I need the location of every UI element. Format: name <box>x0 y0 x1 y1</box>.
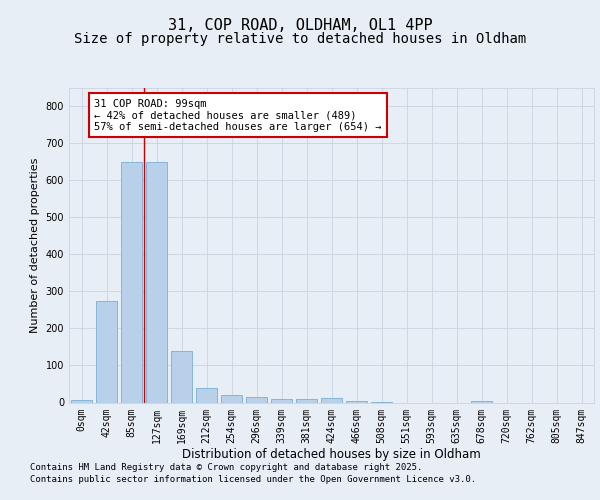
Bar <box>346 401 367 402</box>
Bar <box>296 399 317 402</box>
Bar <box>71 400 92 402</box>
Text: Contains HM Land Registry data © Crown copyright and database right 2025.: Contains HM Land Registry data © Crown c… <box>30 462 422 471</box>
Bar <box>471 400 492 402</box>
Bar <box>246 397 267 402</box>
Bar <box>146 162 167 402</box>
X-axis label: Distribution of detached houses by size in Oldham: Distribution of detached houses by size … <box>182 448 481 461</box>
Text: 31 COP ROAD: 99sqm
← 42% of detached houses are smaller (489)
57% of semi-detach: 31 COP ROAD: 99sqm ← 42% of detached hou… <box>94 98 382 132</box>
Bar <box>321 398 342 402</box>
Bar <box>221 395 242 402</box>
Bar <box>196 388 217 402</box>
Bar <box>271 399 292 402</box>
Text: 31, COP ROAD, OLDHAM, OL1 4PP: 31, COP ROAD, OLDHAM, OL1 4PP <box>167 18 433 32</box>
Bar <box>96 300 117 402</box>
Bar <box>171 350 192 403</box>
Bar <box>121 162 142 402</box>
Y-axis label: Number of detached properties: Number of detached properties <box>30 158 40 332</box>
Text: Contains public sector information licensed under the Open Government Licence v3: Contains public sector information licen… <box>30 475 476 484</box>
Text: Size of property relative to detached houses in Oldham: Size of property relative to detached ho… <box>74 32 526 46</box>
